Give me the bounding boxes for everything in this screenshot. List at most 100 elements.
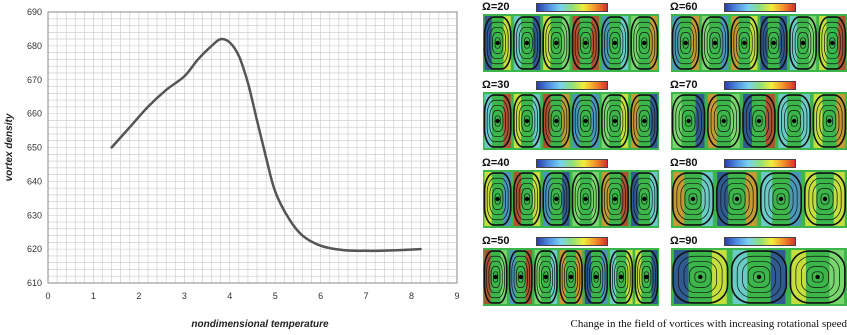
vortex-center — [568, 274, 574, 280]
streamline — [612, 37, 618, 49]
streamline — [542, 16, 571, 70]
series-line — [110, 37, 422, 253]
streamline — [710, 99, 737, 143]
field-color-band — [731, 16, 739, 70]
streamline — [790, 115, 798, 127]
field-color-band — [591, 94, 599, 148]
streamline — [508, 250, 533, 304]
streamline — [589, 261, 604, 293]
streamline — [593, 271, 599, 283]
streamline — [701, 16, 729, 70]
streamline — [681, 110, 696, 132]
streamline — [826, 32, 838, 54]
y-tick-label: 660 — [27, 109, 42, 119]
streamline — [536, 255, 556, 299]
streamline — [545, 99, 568, 143]
streamline — [612, 193, 618, 205]
field-color-band — [761, 172, 773, 226]
streamline — [720, 177, 754, 221]
vortex-field-panels: Ω=20 Ω=60 Ω=30 Ω=70 Ω=40 Ω=80 Ω=50 Ω=90 … — [480, 0, 847, 335]
field-color-band — [672, 16, 680, 70]
vortex-center — [815, 274, 820, 280]
streamline — [492, 110, 504, 132]
field-color-band — [620, 16, 629, 70]
streamline — [521, 32, 533, 54]
panel-label: Ω=80 — [670, 157, 698, 169]
streamline — [553, 193, 560, 205]
streamline — [671, 16, 700, 70]
streamline — [712, 37, 718, 49]
field-color-band — [572, 172, 580, 226]
streamline — [808, 177, 842, 221]
streamline — [724, 183, 750, 215]
streamline — [518, 183, 536, 215]
streamline — [483, 94, 512, 148]
streamline — [732, 193, 742, 205]
streamline — [638, 110, 650, 132]
streamline — [494, 115, 501, 127]
x-tick-label: 2 — [136, 291, 141, 301]
streamline — [586, 255, 606, 299]
field-color-band — [673, 172, 685, 226]
streamline — [577, 183, 594, 215]
streamline — [759, 16, 788, 70]
vortex-center — [583, 196, 588, 202]
streamline — [574, 177, 597, 221]
streamline — [797, 32, 809, 54]
streamline — [643, 271, 650, 283]
streamline — [684, 188, 702, 210]
streamline — [516, 99, 538, 143]
streamline — [513, 261, 528, 293]
x-tick-label: 8 — [409, 291, 414, 301]
field-color-band — [484, 250, 491, 304]
streamline — [561, 255, 581, 299]
streamline — [716, 172, 758, 226]
colorbar — [536, 237, 608, 246]
field-color-band — [562, 16, 570, 70]
streamline — [717, 110, 731, 132]
field-color-band — [584, 250, 592, 304]
field-color-band — [576, 250, 583, 304]
field-color-band — [701, 16, 710, 70]
vortex-center — [518, 274, 523, 280]
streamline — [633, 99, 656, 143]
streamline — [755, 115, 763, 127]
panel-label: Ω=40 — [482, 157, 510, 169]
streamline — [524, 37, 530, 49]
field-color-band — [789, 16, 798, 70]
vortex-panel: Ω=80 — [668, 156, 847, 232]
streamline — [584, 250, 609, 304]
streamline — [689, 266, 712, 288]
streamline — [609, 110, 621, 132]
streamline — [550, 188, 562, 210]
streamline — [768, 32, 780, 54]
streamline — [636, 183, 653, 215]
x-tick-label: 6 — [318, 291, 323, 301]
streamline — [604, 99, 626, 143]
y-tick-labels: 610 620 630 640 650 660 670 680 690 — [27, 7, 42, 288]
streamline — [770, 37, 777, 49]
field-background — [483, 92, 659, 150]
field-color-band — [509, 250, 516, 304]
field-background — [671, 170, 847, 228]
vortex-panel: Ω=70 — [668, 78, 847, 154]
vortex-center — [543, 274, 549, 280]
field-color-band — [559, 250, 566, 304]
streamline — [571, 16, 600, 70]
streamline — [753, 271, 765, 283]
field-color-band — [717, 172, 729, 226]
vortex-panel: Ω=20 — [480, 0, 662, 76]
streamline — [736, 255, 782, 299]
y-tick-label: 690 — [27, 7, 42, 17]
streamline — [676, 177, 710, 221]
streamline — [641, 37, 648, 49]
streamline — [591, 266, 601, 288]
vortex-center — [756, 274, 762, 280]
vortex-field — [671, 14, 847, 72]
vortex-center — [698, 274, 703, 280]
field-color-band — [631, 94, 639, 148]
streamline — [709, 32, 721, 54]
streamline — [749, 105, 769, 137]
streamline — [541, 266, 551, 288]
streamline — [492, 188, 504, 210]
